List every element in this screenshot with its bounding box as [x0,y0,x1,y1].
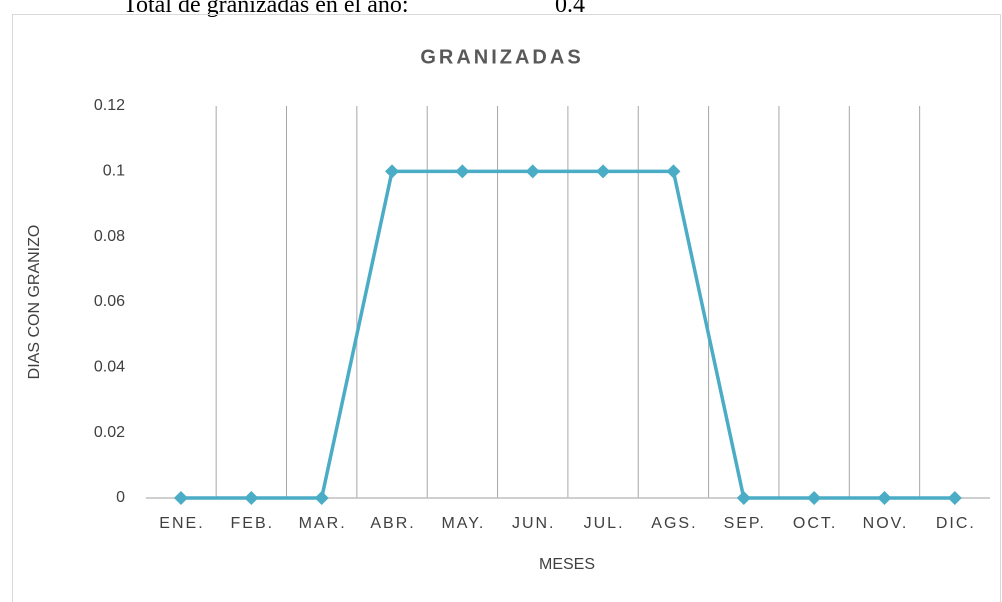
x-tick-label: MAY. [441,515,485,532]
y-tick-label: 0.02 [94,424,125,441]
data-point [314,491,329,505]
x-tick-label: JUN. [512,515,556,532]
data-line [180,169,955,500]
data-point [947,491,962,505]
data-point [877,491,892,505]
data-point [173,491,188,505]
y-axis-label: DIAS CON GRANIZO [26,225,43,380]
x-axis-label: MESES [539,556,595,573]
y-tick-label: 0.1 [103,163,125,180]
x-tick-label: ABR. [370,515,415,532]
data-point [455,164,470,179]
data-point [666,164,681,179]
header-value: 0.4 [555,0,585,18]
x-tick-label: OCT. [793,515,837,532]
x-tick-label: NOV. [863,515,909,532]
chart-title: GRANIZADAS [420,46,583,68]
y-tick-label: 0.12 [94,97,125,114]
data-point [596,164,611,179]
y-tick-label: 0.08 [94,228,125,245]
x-tick-label: MAR. [299,515,347,532]
y-tick-label: 0 [116,489,125,506]
x-tick-label: ENE. [159,515,204,532]
x-tick-label: DIC. [936,515,976,532]
y-tick-label: 0.04 [94,359,125,376]
x-tick-label: AGS. [651,515,697,532]
data-point [244,491,259,505]
y-tick-label: 0.06 [94,293,125,310]
data-point [807,491,822,505]
x-tick-label: SEP. [724,515,766,532]
data-point [525,164,540,179]
x-tick-label: JUL. [584,515,625,532]
x-tick-label: FEB. [231,515,275,532]
data-point [736,491,751,505]
header-label: Total de granizadas en el año: [123,0,409,18]
data-point [385,164,400,179]
chart-frame [12,14,1001,602]
